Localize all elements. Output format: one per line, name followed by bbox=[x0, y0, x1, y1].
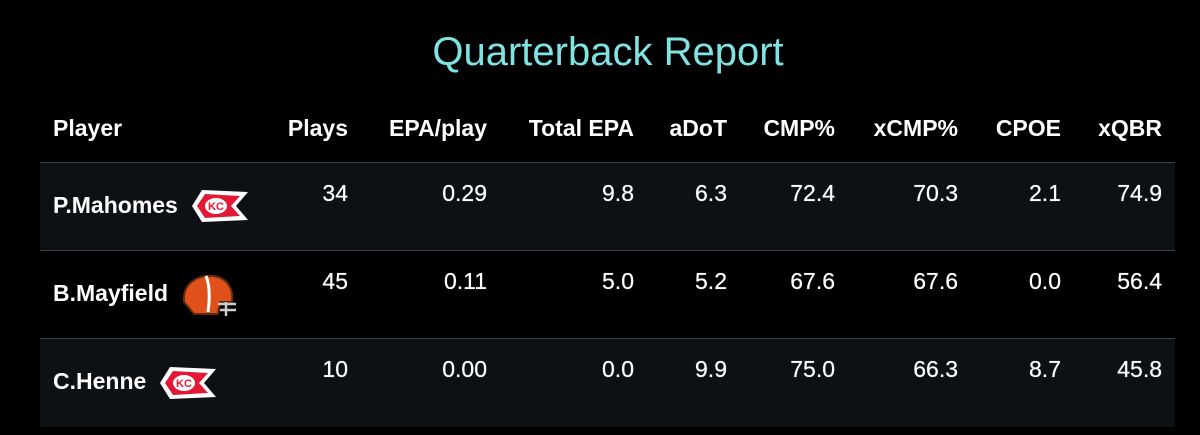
player-name: P.Mahomes bbox=[53, 192, 178, 218]
stat-value: 56.4 bbox=[1117, 268, 1162, 294]
stat-value: 75.0 bbox=[790, 356, 835, 382]
column-header: Plays bbox=[287, 115, 348, 141]
team-logo bbox=[182, 274, 236, 316]
stat-value: 66.3 bbox=[913, 356, 958, 382]
stat-value: 45.8 bbox=[1117, 356, 1162, 382]
stat-value: 5.0 bbox=[602, 268, 634, 294]
stat-value: 0.29 bbox=[442, 180, 487, 206]
stat-value: 72.4 bbox=[790, 180, 835, 206]
stat-value: 0.0 bbox=[1029, 268, 1061, 294]
stat-value: 34 bbox=[322, 180, 348, 206]
report-title: Quarterback Report bbox=[432, 30, 784, 74]
column-header: CMP% bbox=[763, 115, 835, 141]
table-row bbox=[40, 338, 1175, 427]
stat-value: 10 bbox=[322, 356, 348, 382]
column-header: Total EPA bbox=[528, 115, 634, 141]
svg-text:KC: KC bbox=[208, 201, 224, 213]
stat-value: 70.3 bbox=[913, 180, 958, 206]
stat-value: 2.1 bbox=[1029, 180, 1061, 206]
stat-value: 9.8 bbox=[602, 180, 634, 206]
team-logo: KC bbox=[160, 367, 216, 399]
svg-text:KC: KC bbox=[176, 378, 192, 390]
stat-value: 5.2 bbox=[695, 268, 727, 294]
team-logo: KC bbox=[192, 190, 248, 222]
stat-value: 67.6 bbox=[790, 268, 835, 294]
column-header: Player bbox=[53, 115, 123, 141]
player-name: B.Mayfield bbox=[53, 280, 169, 306]
stat-value: 67.6 bbox=[913, 268, 958, 294]
stat-value: 8.7 bbox=[1029, 356, 1061, 382]
column-header: aDoT bbox=[669, 115, 728, 141]
column-header: CPOE bbox=[995, 115, 1061, 141]
stat-value: 45 bbox=[322, 268, 348, 294]
stat-value: 6.3 bbox=[695, 180, 727, 206]
stat-value: 0.00 bbox=[442, 356, 487, 382]
player-name: C.Henne bbox=[53, 368, 147, 394]
stat-value: 9.9 bbox=[695, 356, 727, 382]
stat-value: 0.0 bbox=[602, 356, 634, 382]
stat-value: 0.11 bbox=[443, 268, 487, 294]
column-header: EPA/play bbox=[389, 115, 487, 141]
column-header: xQBR bbox=[1098, 115, 1162, 141]
stat-value: 74.9 bbox=[1117, 180, 1162, 206]
column-header: xCMP% bbox=[873, 115, 958, 141]
